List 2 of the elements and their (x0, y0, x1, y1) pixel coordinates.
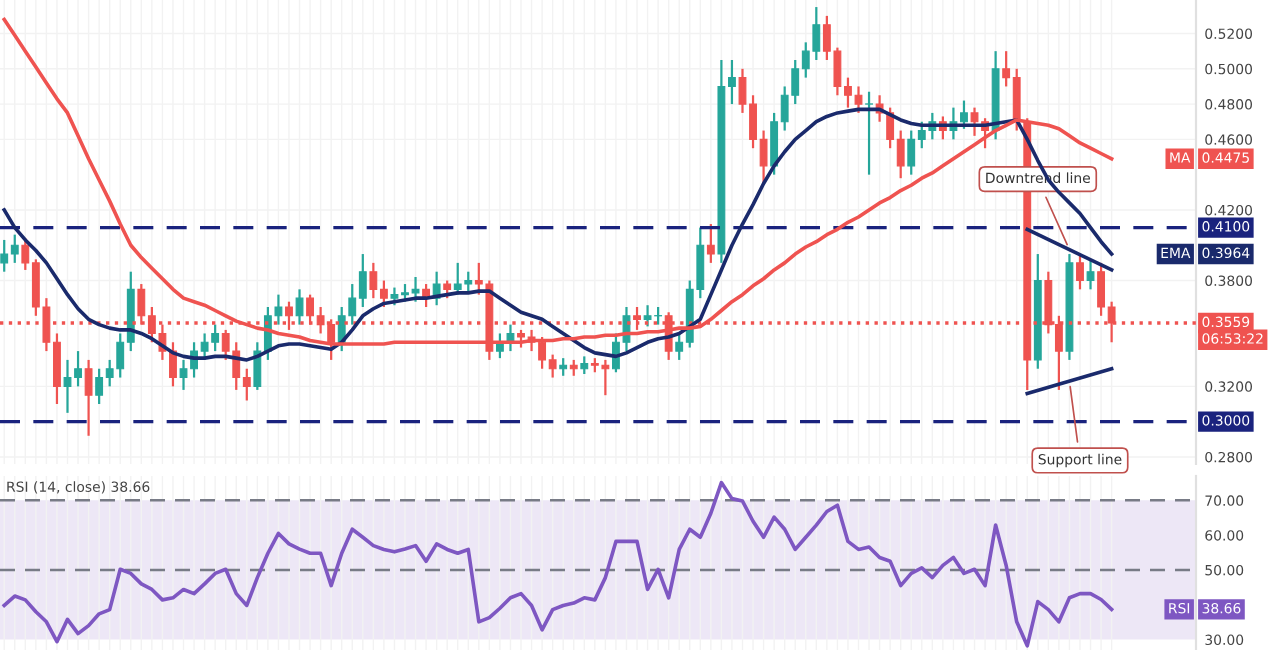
line-series (2, 480, 1114, 648)
candlestick (865, 90, 873, 176)
